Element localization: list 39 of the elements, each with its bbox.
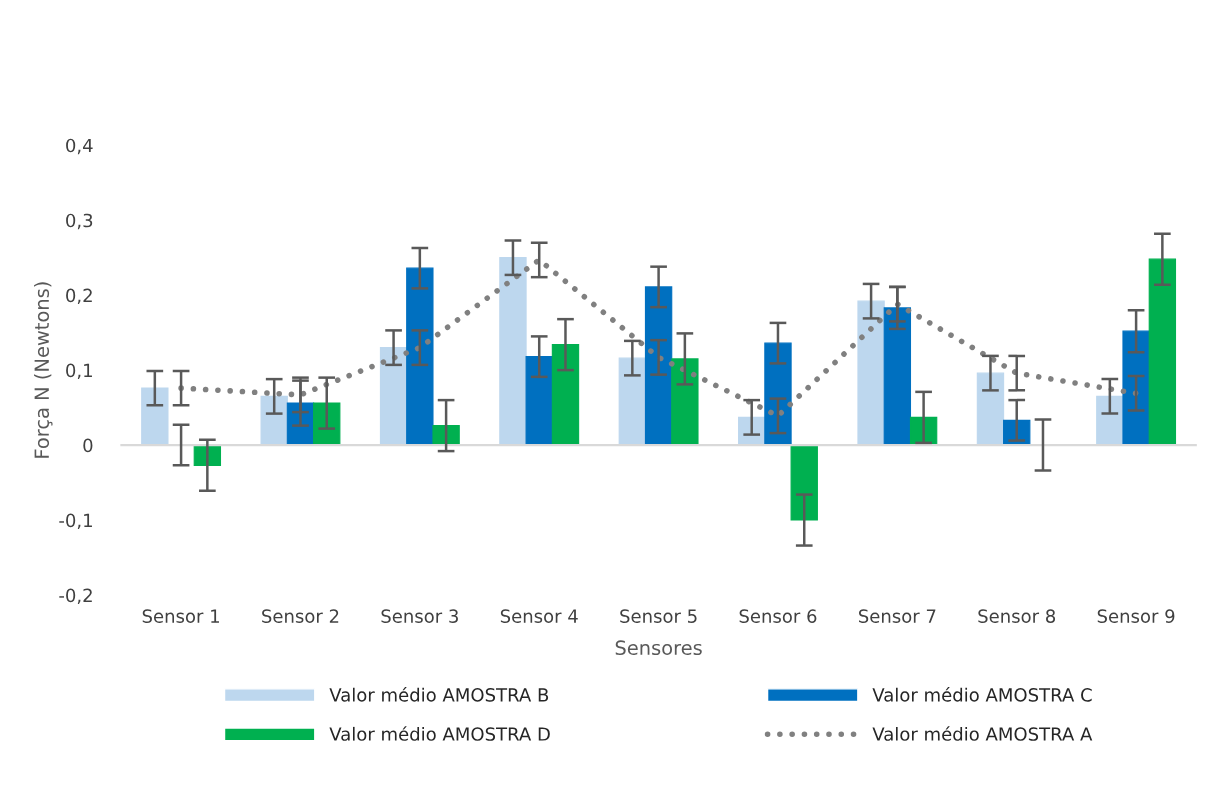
bar: [406, 267, 434, 446]
x-tick-label: Sensor 6: [739, 609, 817, 623]
y-tick-label: 0,1: [66, 363, 92, 380]
legend-label: Valor médio AMOSTRA A: [872, 726, 1093, 741]
y-tick-label: 0,2: [66, 288, 92, 305]
x-tick-label: Sensor 2: [262, 609, 339, 623]
x-tick-label: Sensor 1: [142, 609, 219, 623]
y-tick-label: -0,1: [59, 513, 92, 530]
bar: [671, 358, 699, 446]
bar: [379, 347, 408, 446]
legend-label: Valor médio AMOSTRA B: [329, 687, 549, 702]
bar: [260, 395, 288, 446]
y-tick-label: 0,4: [66, 138, 93, 155]
bar: [883, 307, 912, 446]
bar: [976, 372, 1005, 446]
x-tick-label: Sensor 3: [381, 609, 458, 623]
bar: [1096, 395, 1124, 446]
bar: [1148, 258, 1177, 446]
bar: [618, 357, 647, 446]
bar: [644, 286, 673, 446]
legend-label: Valor médio AMOSTRA C: [872, 687, 1092, 702]
bar: [499, 257, 527, 446]
bar: [1122, 330, 1150, 446]
bar: [525, 356, 553, 446]
y-tick-label: -0,2: [59, 588, 92, 604]
x-axis-title: Sensores: [615, 640, 702, 656]
legend-label: Valor médio AMOSTRA D: [329, 726, 550, 741]
y-tick-label: 0,3: [66, 213, 93, 230]
x-tick-label: Sensor 8: [978, 609, 1056, 623]
x-tick-label: Sensor 5: [620, 609, 697, 623]
bar: [141, 387, 169, 446]
bar: [857, 300, 885, 446]
y-tick-label: 0: [83, 438, 93, 453]
x-tick-label: Sensor 9: [1097, 609, 1175, 623]
x-tick-label: Sensor 4: [500, 609, 578, 623]
y-axis-title: Força N (Newtons): [34, 282, 53, 458]
bar: [790, 444, 818, 521]
x-tick-label: Sensor 7: [858, 609, 936, 623]
bar: [551, 344, 580, 446]
